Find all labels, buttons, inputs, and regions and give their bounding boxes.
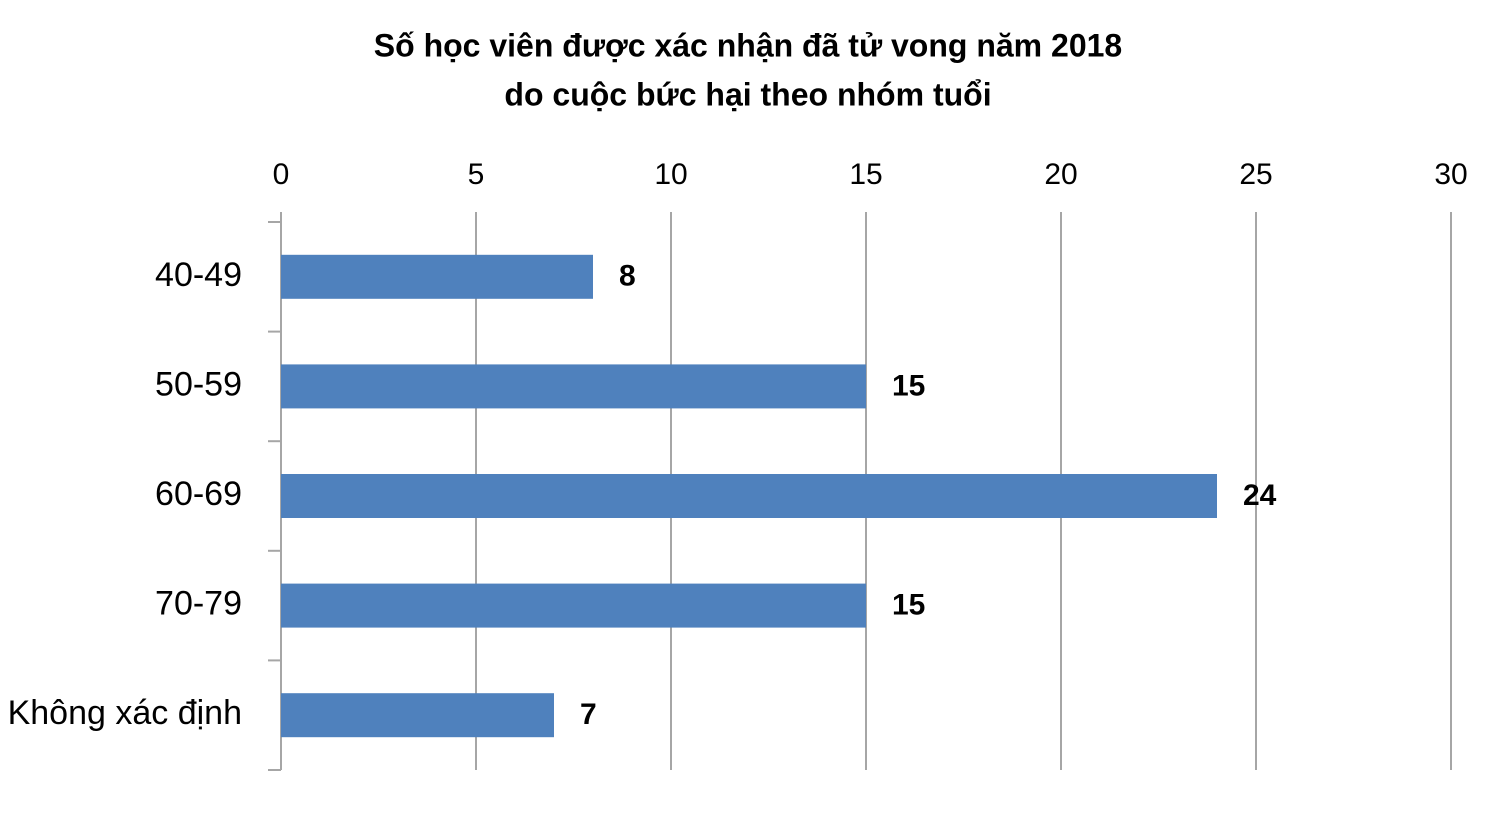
y-tick-label: 50-59 [155,365,242,403]
bar [281,364,866,409]
data-label: 15 [892,369,925,402]
bar [281,474,1217,518]
bar [281,254,593,299]
data-label: 24 [1243,479,1277,512]
x-tick-label: 5 [468,158,485,191]
bar [281,693,554,738]
y-tick-label: Không xác định [8,694,242,732]
x-tick-label: 15 [849,158,882,191]
x-tick-label: 25 [1239,158,1272,191]
data-label: 15 [892,589,925,622]
data-label: 7 [580,698,597,731]
y-tick-label: 70-79 [155,585,242,623]
data-label: 8 [619,260,636,293]
chart-title: do cuộc bức hại theo nhóm tuổi [504,76,991,112]
x-tick-label: 0 [273,158,290,191]
x-tick-label: 30 [1434,158,1467,191]
y-tick-label: 40-49 [155,256,242,294]
y-tick-label: 60-69 [155,475,242,513]
bar [281,583,866,628]
x-tick-label: 20 [1044,158,1077,191]
chart-title: Số học viên được xác nhận đã tử vong năm… [374,27,1122,63]
x-tick-label: 10 [654,158,687,191]
